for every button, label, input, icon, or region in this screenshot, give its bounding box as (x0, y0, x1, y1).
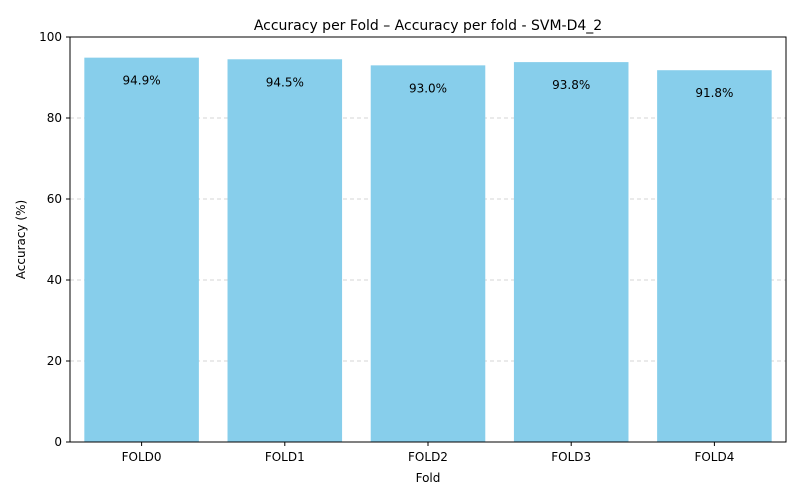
bar-value-label: 94.5% (266, 75, 304, 89)
x-tick-label: FOLD2 (408, 450, 448, 464)
x-tick-label: FOLD0 (122, 450, 162, 464)
bar-value-label: 93.8% (552, 78, 590, 92)
bar-fold1 (227, 59, 343, 443)
y-tick-label: 80 (47, 111, 62, 125)
y-axis-label: Accuracy (%) (14, 200, 28, 279)
bar-fold0 (84, 57, 199, 442)
bar-value-label: 91.8% (695, 86, 733, 100)
y-axis-ticks: 0 20 40 60 80 100 (39, 30, 70, 449)
bar-value-label: 94.9% (123, 74, 161, 88)
x-tick-label: FOLD4 (694, 450, 734, 464)
x-tick-label: FOLD3 (551, 450, 591, 464)
bar-fold4 (657, 70, 772, 443)
y-tick-label: 40 (47, 273, 62, 287)
bar-fold2 (370, 65, 486, 442)
y-tick-label: 60 (47, 192, 62, 206)
y-tick-label: 100 (39, 30, 62, 44)
x-axis-label: Fold (416, 471, 441, 485)
bar-labels: 94.9% 94.5% 93.0% 93.8% 91.8% (123, 74, 734, 101)
chart-title: Accuracy per Fold – Accuracy per fold - … (254, 18, 602, 34)
bar-fold3 (513, 62, 629, 443)
y-tick-label: 0 (54, 435, 62, 449)
x-axis-ticks: FOLD0 FOLD1 FOLD2 FOLD3 FOLD4 (122, 442, 734, 464)
bars (84, 57, 772, 443)
x-tick-label: FOLD1 (265, 450, 305, 464)
y-tick-label: 20 (47, 354, 62, 368)
bar-value-label: 93.0% (409, 81, 447, 95)
